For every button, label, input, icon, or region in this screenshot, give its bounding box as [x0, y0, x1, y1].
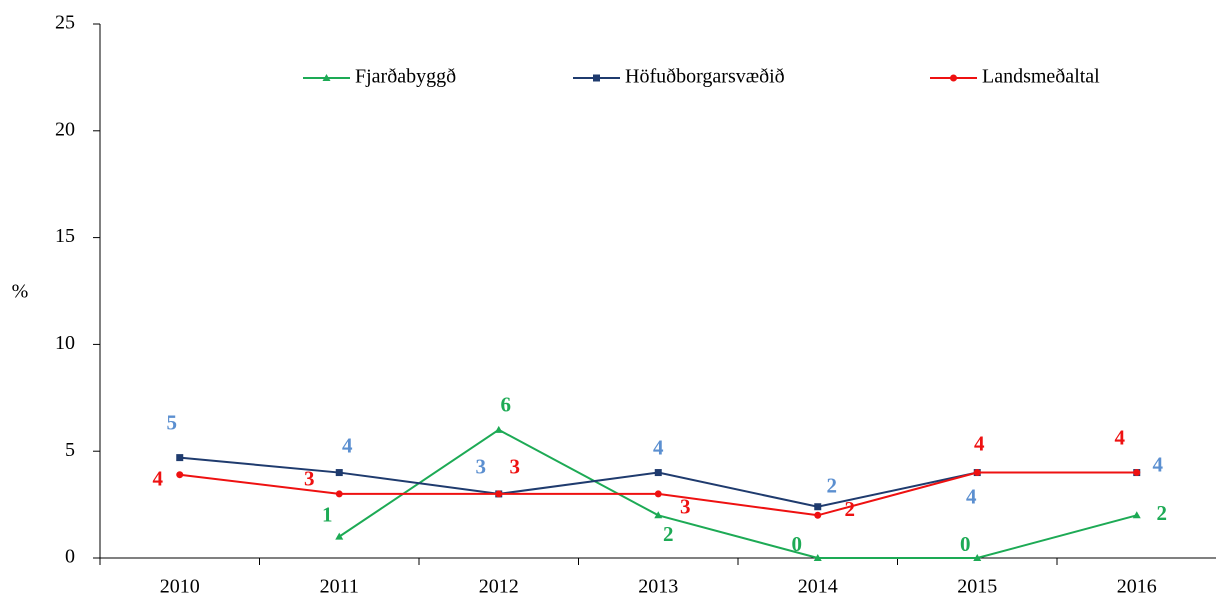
data-label: 3 [510, 455, 521, 479]
data-label: 4 [1115, 425, 1126, 449]
y-tick-label: 15 [55, 225, 75, 247]
data-label: 4 [342, 433, 353, 457]
y-tick-label: 0 [65, 546, 75, 568]
data-label: 3 [476, 455, 487, 479]
data-label: 6 [501, 393, 512, 417]
x-tick-label: 2011 [320, 576, 359, 598]
marker [973, 469, 981, 477]
x-tick-label: 2015 [957, 576, 997, 598]
data-label: 0 [792, 532, 803, 556]
marker [593, 74, 600, 82]
marker [813, 554, 822, 561]
y-tick-label: 10 [55, 332, 75, 354]
data-label: 2 [845, 497, 856, 521]
data-label: 0 [960, 532, 971, 556]
marker [654, 511, 663, 519]
marker [176, 454, 184, 462]
y-tick-label: 25 [55, 12, 75, 34]
data-label: 4 [1153, 452, 1164, 476]
marker [335, 532, 344, 540]
marker [1132, 511, 1141, 519]
data-label: 3 [680, 495, 691, 519]
marker [950, 74, 957, 82]
legend-label: Fjarðabyggð [355, 66, 456, 88]
x-tick-label: 2010 [160, 576, 200, 598]
marker [495, 490, 503, 498]
y-tick-label: 20 [55, 118, 75, 140]
marker [654, 469, 662, 477]
data-label: 5 [167, 410, 178, 434]
marker [176, 471, 184, 479]
legend-label: Höfuðborgarsvæðið [625, 66, 785, 88]
marker [814, 511, 822, 519]
data-label: 2 [1157, 501, 1168, 525]
x-tick-label: 2014 [798, 576, 838, 598]
marker [973, 554, 982, 561]
x-tick-label: 2012 [479, 576, 519, 598]
x-tick-label: 2016 [1117, 576, 1157, 598]
data-label: 4 [974, 431, 985, 455]
data-label: 2 [663, 522, 674, 546]
data-label: 4 [153, 467, 164, 491]
data-label: 4 [653, 435, 664, 459]
marker [322, 74, 331, 81]
marker [654, 490, 662, 498]
marker [814, 503, 822, 511]
data-label: 4 [966, 484, 977, 508]
marker [335, 490, 343, 498]
x-tick-label: 2013 [638, 576, 678, 598]
data-label: 2 [827, 474, 838, 498]
series-line [338, 428, 1138, 559]
y-axis-label: % [12, 281, 29, 303]
series-line [179, 456, 1137, 508]
marker [494, 425, 503, 433]
marker [335, 469, 343, 477]
legend-label: Landsmeðaltal [982, 66, 1100, 88]
y-tick-label: 5 [65, 439, 75, 461]
data-label: 1 [322, 502, 333, 526]
marker [1133, 469, 1141, 477]
data-label: 3 [304, 467, 315, 491]
